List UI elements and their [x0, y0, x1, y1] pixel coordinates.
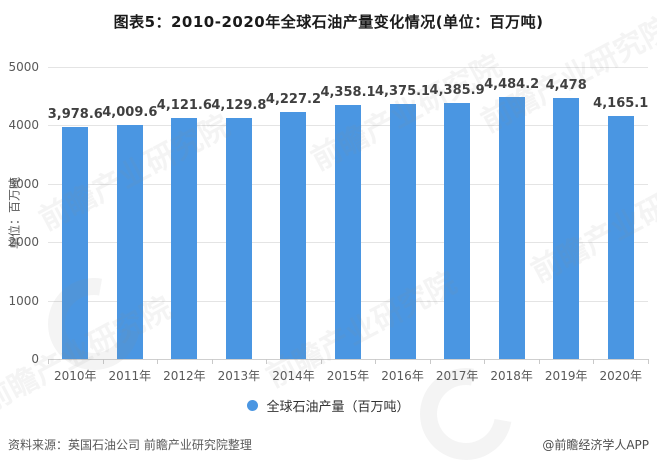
x-tick-label: 2012年 [163, 369, 206, 383]
bar-series: 3,978.6 4,009.6 4,121.6 4,129.8 4,227.2 4,358… [48, 67, 648, 359]
bar-value-label: 4,484.2 [484, 77, 540, 93]
bar-value-label: 4,385.9 [429, 82, 485, 98]
x-axis: 2010年 2011年 2012年 2013年 2014年 2015年 2016年 2017年… [48, 367, 648, 384]
bar [607, 115, 634, 359]
bar-value-label: 4,129.8 [211, 97, 267, 113]
plot-area: 3,978.6 4,009.6 4,121.6 4,129.8 4,227.2 4,358… [48, 67, 649, 364]
bar [116, 124, 143, 359]
bar [389, 103, 416, 359]
axis-tick [484, 359, 486, 364]
chart-title: 图表5：2010-2020年全球石油产量变化情况(单位：百万吨) [113, 13, 544, 31]
bar-value-label: 4,165.1 [593, 95, 649, 111]
axis-tick [538, 359, 540, 364]
bar [171, 118, 198, 359]
axis-tick [593, 359, 595, 364]
bar-value-label: 4,121.6 [156, 98, 212, 114]
bar-value-label: 4,358.1 [320, 84, 376, 100]
gridline [48, 67, 648, 68]
x-tick-label: 2020年 [599, 369, 643, 383]
axis-tick [157, 359, 159, 364]
axis-tick [48, 359, 49, 364]
y-tick-label: 4000 [8, 118, 39, 133]
x-tick-label: 2011年 [108, 369, 152, 383]
source-note: 资料来源：英国石油公司 前瞻产业研究院整理 [8, 438, 252, 452]
bar-column: 4,165.1 [593, 67, 648, 359]
bar [335, 104, 361, 359]
x-tick-label: 2010年 [54, 369, 97, 383]
legend-dot-icon [247, 400, 259, 411]
bar [62, 126, 89, 359]
x-tick-label: 2019年 [544, 369, 588, 383]
bar [444, 102, 471, 359]
bar-column: 4,129.8 [211, 67, 267, 359]
credit-note: @前瞻经济学人APP [542, 438, 649, 452]
legend: 全球石油产量（百万吨） [0, 396, 657, 415]
bar-column: 4,227.2 [266, 67, 321, 359]
bar-column: 4,375.1 [375, 67, 430, 359]
bar-value-label: 3,978.6 [47, 106, 103, 122]
bar-column: 4,385.9 [430, 67, 485, 359]
axis-tick [211, 359, 213, 364]
axis-tick [648, 359, 649, 364]
axis-tick [320, 359, 322, 364]
bar-column: 4,009.6 [102, 67, 158, 359]
y-axis: 0 1000 2000 3000 4000 5000 [0, 60, 44, 366]
bar [498, 97, 525, 359]
bar-column: 4,478 [539, 67, 594, 359]
bar-column: 3,978.6 [48, 67, 103, 359]
x-tick-label: 2017年 [435, 369, 479, 383]
x-tick-label: 2013年 [217, 369, 261, 383]
bar-column: 4,121.6 [157, 67, 212, 359]
axis-tick [429, 359, 431, 364]
y-tick-label: 5000 [8, 60, 39, 74]
axis-tick [102, 359, 104, 364]
bar [225, 117, 252, 359]
bar-column: 4,484.2 [484, 67, 539, 359]
bar-value-label: 4,375.1 [374, 83, 431, 99]
bar [553, 97, 580, 359]
bar [280, 112, 307, 359]
bar-value-label: 4,009.6 [102, 104, 158, 120]
x-tick-label: 2018年 [490, 369, 533, 383]
y-tick-label: 0 [31, 352, 39, 366]
y-tick-label: 2000 [8, 235, 39, 250]
axis-tick [375, 359, 377, 364]
legend-label: 全球石油产量（百万吨） [266, 400, 410, 415]
bar-value-label: 4,227.2 [265, 92, 322, 108]
axis-tick [266, 359, 268, 364]
x-tick-label: 2014年 [272, 369, 315, 383]
bar-column: 4,358.1 [320, 67, 376, 359]
x-tick-label: 2016年 [381, 369, 424, 383]
x-tick-label: 2015年 [326, 369, 370, 383]
bar-value-label: 4,478 [545, 77, 587, 93]
y-tick-label: 3000 [8, 176, 39, 191]
y-tick-label: 1000 [8, 293, 39, 308]
